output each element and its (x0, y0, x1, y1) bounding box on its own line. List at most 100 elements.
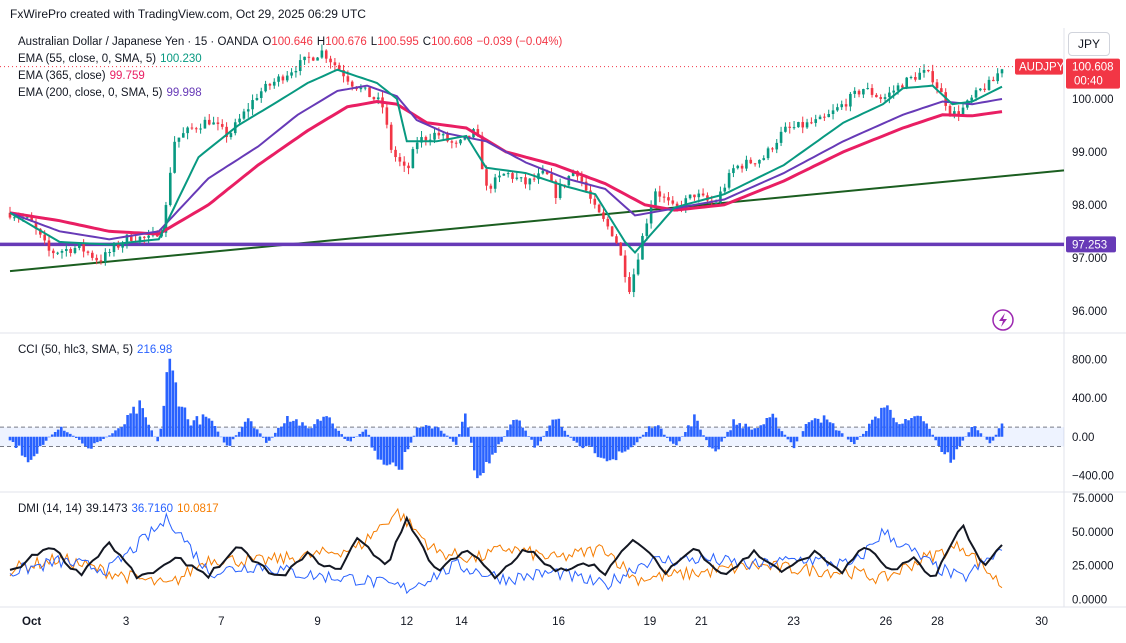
candle-body (99, 260, 103, 262)
price-tick-label: 96.000 (1072, 306, 1107, 318)
candle-body (684, 198, 688, 208)
candle-body (407, 165, 410, 169)
candle-body (667, 197, 670, 201)
candle-body (277, 76, 280, 82)
lightning-icon (999, 313, 1007, 327)
candle-body (363, 87, 367, 89)
candle-body (541, 170, 545, 174)
dmi-legend[interactable]: DMI (14, 14) 39.1473 36.7160 10.0817 (18, 503, 219, 515)
change-value: −0.039 (−0.04%) (476, 36, 563, 48)
candle-body (771, 148, 774, 150)
candle-body (623, 255, 627, 278)
cci-tick-label: −400.00 (1072, 470, 1114, 482)
candle-body (411, 149, 415, 169)
cci-tick-label: 800.00 (1072, 354, 1107, 366)
ema365-value: 99.759 (109, 70, 145, 82)
candle-body (606, 218, 610, 227)
candle-body (727, 173, 731, 188)
ema55-legend[interactable]: EMA (55, close, 0, SMA, 5) 100.230 (18, 53, 202, 65)
candle-body (480, 135, 484, 170)
candle-body (589, 190, 592, 199)
price-tick-label: 98.000 (1072, 200, 1107, 212)
candle-body (112, 244, 116, 253)
candle-body (857, 90, 861, 95)
candle-body (979, 88, 982, 91)
plus-di-value: 36.7160 (131, 503, 174, 515)
candle-body (272, 81, 276, 86)
ema365-legend[interactable]: EMA (365, close) 99.759 (18, 70, 145, 82)
candle-body (220, 124, 224, 127)
candle-body (311, 57, 315, 61)
ticker-label: AUDJPY (1019, 62, 1065, 74)
candle-body (216, 122, 220, 125)
candle-body (212, 122, 215, 125)
time-tick-label: 7 (218, 616, 224, 628)
ohlc-values: O100.646 H100.676 L100.595 C100.608 −0.039 (… (262, 36, 563, 48)
candle-body (766, 148, 770, 159)
candle-body (73, 247, 77, 254)
candle-body (602, 212, 605, 219)
candle-body (641, 235, 644, 260)
candle-body (26, 216, 29, 218)
candle-body (350, 81, 354, 87)
candle-body (610, 226, 614, 237)
candle-body (649, 205, 653, 224)
symbol-legend[interactable]: Australian Dollar / Japanese Yen · 15 · … (18, 36, 570, 48)
candle-body (238, 118, 241, 123)
currency-button[interactable]: JPY (1068, 32, 1110, 56)
candle-body (849, 93, 852, 107)
candle-body (615, 236, 618, 243)
candle-body (368, 87, 371, 98)
last-price-label: 100.608 (1072, 62, 1114, 74)
candle-body (506, 173, 510, 175)
candle-body (931, 71, 934, 83)
candle-body (524, 177, 527, 185)
candle-body (957, 111, 960, 115)
candle-body (879, 97, 883, 99)
candle-body (177, 137, 181, 142)
candle-body (78, 243, 81, 248)
price-tick-label: 97.000 (1072, 253, 1107, 265)
candle-body (571, 171, 575, 177)
candle-body (740, 165, 744, 169)
candle-body (307, 56, 311, 58)
candle-body (892, 90, 896, 93)
candle-body (805, 122, 809, 128)
candle-body (875, 94, 878, 98)
candle-body (862, 89, 865, 95)
candle-body (207, 119, 211, 125)
plus-di-line (9, 512, 1003, 595)
candle-body (294, 70, 298, 73)
support-level-tag (1066, 236, 1116, 253)
candle-body (415, 142, 419, 150)
candle-body (489, 185, 493, 189)
candle-body (125, 234, 129, 244)
time-tick-label: 16 (552, 616, 565, 628)
candle-body (433, 132, 436, 140)
candle-body (164, 205, 168, 233)
time-tick-label: 26 (880, 616, 893, 628)
candle-body (883, 97, 887, 99)
lightning-icon (992, 309, 1014, 331)
candle-body (779, 131, 783, 143)
time-tick-label: Oct (22, 616, 41, 628)
candle-body (316, 57, 319, 61)
candle-body (935, 82, 939, 89)
countdown-label: 00:40 (1074, 76, 1103, 88)
candle-body (528, 178, 532, 185)
candle-body (970, 97, 973, 101)
candle-body (693, 194, 696, 198)
candle-body (836, 107, 839, 111)
cci-legend[interactable]: CCI (50, hlc3, SMA, 5) 216.98 (18, 344, 173, 356)
candle-body (138, 236, 142, 242)
time-tick-label: 19 (643, 616, 656, 628)
candle-body (810, 122, 813, 124)
time-tick-label: 3 (123, 616, 129, 628)
time-tick-label: 12 (400, 616, 413, 628)
candle-body (844, 104, 848, 107)
ema200-legend[interactable]: EMA (200, close, 0, SMA, 5) 99.998 (18, 87, 202, 99)
candle-body (30, 216, 33, 222)
candle-body (459, 139, 462, 144)
candle-body (953, 111, 956, 115)
